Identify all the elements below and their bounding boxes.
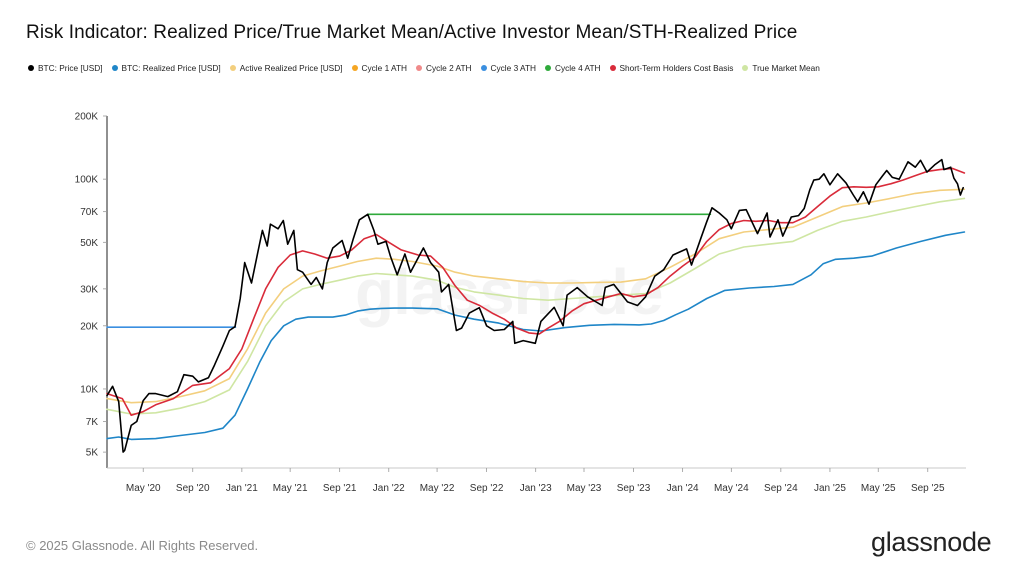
legend-label: Cycle 2 ATH (426, 63, 472, 73)
series-line-short-term-holders-cost-basis (106, 167, 966, 416)
x-tick-label: May '22 (420, 483, 455, 494)
y-tick-label: 20K (80, 321, 98, 332)
y-tick-label: 10K (80, 384, 98, 395)
copyright-text: © 2025 Glassnode. All Rights Reserved. (26, 538, 259, 553)
series-line-btc-price-usd (106, 158, 964, 453)
legend-label: True Market Mean (752, 63, 820, 73)
y-tick-label: 30K (80, 284, 98, 295)
x-tick-label: Jan '24 (667, 483, 699, 494)
x-tick-label: Jan '21 (226, 483, 258, 494)
x-tick-label: Jan '25 (814, 483, 846, 494)
y-tick-label: 200K (75, 112, 99, 123)
x-tick-label: Sep '20 (176, 483, 210, 494)
series-line-active-realized-price-usd (106, 188, 966, 404)
x-tick-label: Jan '23 (520, 483, 552, 494)
legend-dot-icon (416, 65, 423, 71)
legend-dot-icon (111, 65, 118, 71)
legend-item[interactable]: BTC: Realized Price [USD] (111, 63, 221, 73)
legend-label: BTC: Realized Price [USD] (121, 63, 221, 73)
x-tick-label: Sep '25 (911, 483, 945, 494)
x-tick-label: Jan '22 (373, 483, 405, 494)
series-line-true-market-mean (106, 197, 966, 415)
legend-item[interactable]: Cycle 1 ATH (351, 63, 408, 73)
legend-label: Cycle 3 ATH (490, 63, 537, 73)
y-tick-label: 5K (86, 448, 99, 459)
x-tick-label: Sep '24 (764, 483, 798, 494)
legend-dot-icon (480, 65, 487, 71)
legend-label: Active Realized Price [USD] (239, 63, 343, 73)
legend-label: Cycle 4 ATH (555, 63, 601, 73)
x-tick-label: May '24 (714, 483, 749, 494)
legend-label: Cycle 1 ATH (361, 63, 408, 73)
legend-item[interactable]: True Market Mean (742, 63, 820, 73)
x-tick-label: May '23 (567, 483, 602, 494)
legend-dot-icon (545, 65, 552, 71)
legend-dot-icon (742, 65, 749, 71)
page-title: Risk Indicator: Realized Price/True Mark… (26, 22, 798, 43)
y-tick-label: 100K (75, 175, 99, 186)
legend-dot-icon (609, 65, 616, 71)
legend-item[interactable]: Short-Term Holders Cost Basis (609, 63, 734, 73)
legend-item[interactable]: Cycle 3 ATH (480, 63, 537, 73)
x-tick-label: May '20 (126, 483, 161, 494)
y-tick-label: 7K (86, 417, 99, 428)
x-tick-label: Sep '21 (323, 483, 357, 494)
x-tick-label: May '21 (273, 483, 308, 494)
x-tick-label: Sep '22 (470, 483, 504, 494)
legend-dot-icon (351, 65, 358, 71)
brand-logo: glassnode (871, 527, 992, 557)
legend-item[interactable]: BTC: Price [USD] (28, 63, 103, 73)
legend-label: Short-Term Holders Cost Basis (619, 63, 734, 73)
legend-dot-icon (28, 65, 34, 71)
y-tick-label: 50K (80, 238, 98, 249)
x-tick-label: Sep '23 (617, 483, 651, 494)
legend-item[interactable]: Cycle 2 ATH (416, 63, 472, 73)
series-line-btc-realized-price-usd (106, 231, 966, 441)
legend-item[interactable]: Active Realized Price [USD] (229, 63, 343, 73)
legend-item[interactable]: Cycle 4 ATH (545, 63, 601, 73)
chart-legend: BTC: Price [USD] BTC: Realized Price [USD… (28, 63, 829, 73)
legend-label: BTC: Price [USD] (38, 63, 103, 73)
x-tick-label: May '25 (861, 483, 896, 494)
chart-area: 5K 7K 10K 20K 30K 50K 70K 100K 200K May '20 Sep '2… (75, 112, 966, 494)
legend-dot-icon (229, 65, 236, 71)
y-tick-label: 70K (80, 207, 98, 218)
